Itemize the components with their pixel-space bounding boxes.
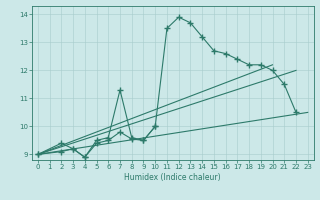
X-axis label: Humidex (Indice chaleur): Humidex (Indice chaleur): [124, 173, 221, 182]
